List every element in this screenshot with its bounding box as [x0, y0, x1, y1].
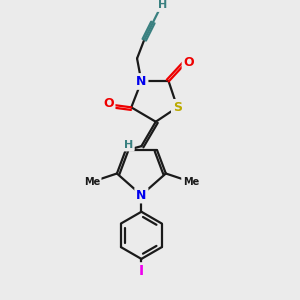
- Text: N: N: [136, 75, 147, 88]
- Text: I: I: [139, 264, 144, 278]
- Text: S: S: [173, 101, 182, 114]
- Text: Me: Me: [183, 177, 199, 187]
- Text: O: O: [103, 97, 114, 110]
- Text: Me: Me: [84, 177, 100, 187]
- Text: N: N: [136, 189, 147, 202]
- Text: H: H: [124, 140, 133, 150]
- Text: O: O: [184, 56, 194, 69]
- Text: H: H: [158, 0, 167, 10]
